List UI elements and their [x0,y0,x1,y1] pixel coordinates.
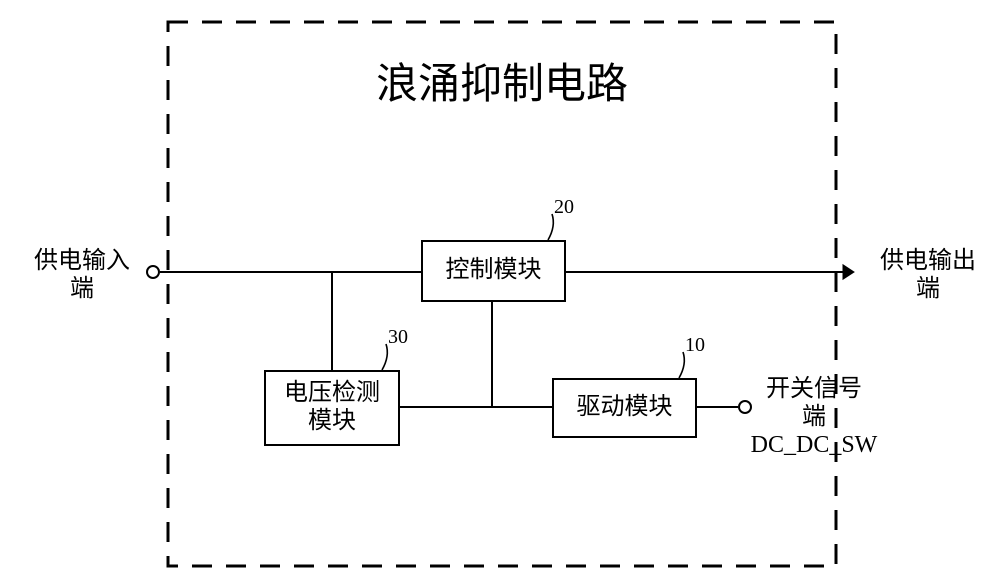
drive-module-badge: 10 [685,334,705,357]
drive-module-label: 驱动模块 [577,394,673,422]
switch-signal-label: 开关信号 端 [734,376,894,431]
power-input-label: 供电输入 端 [2,248,162,303]
drive-module: 驱动模块 [552,378,697,438]
voltage_detect-module: 电压检测 模块 [264,370,400,446]
control-module: 控制模块 [421,240,566,302]
switch-signal-code: DC_DC_SW [734,432,894,460]
voltage_detect-module-label: 电压检测 模块 [284,380,380,435]
circuit-title: 浪涌抑制电路 [302,61,702,109]
voltage_detect-module-badge: 30 [388,326,408,349]
control-module-badge: 20 [554,196,574,219]
control-module-label: 控制模块 [446,257,542,285]
power-output-label: 供电输出 端 [848,248,1000,303]
